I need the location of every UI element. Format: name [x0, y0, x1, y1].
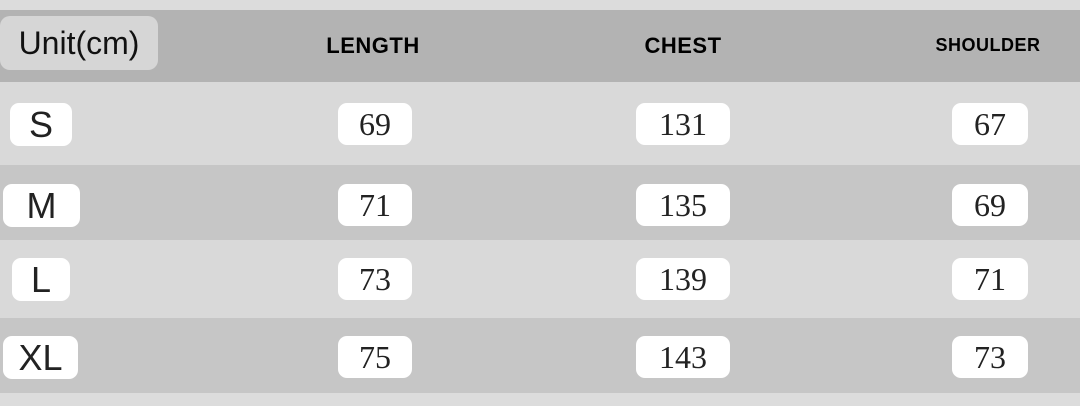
column-header: SHOULDER [935, 35, 1041, 56]
measurement: 73 [952, 336, 1028, 378]
measurement: 131 [636, 103, 730, 145]
measurement: 139 [636, 258, 730, 300]
measurement: 69 [338, 103, 412, 145]
column-header: LENGTH [326, 32, 420, 58]
measurement: 143 [636, 336, 730, 378]
measurement: 71 [338, 184, 412, 226]
unit-label: Unit(cm) [0, 16, 158, 70]
size-label: S [10, 103, 72, 146]
bottom-strip [0, 393, 1080, 406]
header-row [0, 10, 1080, 82]
row-band [0, 82, 1080, 165]
measurement: 71 [952, 258, 1028, 300]
measurement: 69 [952, 184, 1028, 226]
size-label: L [12, 258, 70, 301]
top-strip [0, 0, 1080, 10]
measurement: 73 [338, 258, 412, 300]
column-header: CHEST [644, 32, 722, 58]
size-label: M [3, 184, 80, 227]
row-band [0, 165, 1080, 240]
row-band [0, 240, 1080, 318]
measurement: 67 [952, 103, 1028, 145]
measurement: 75 [338, 336, 412, 378]
measurement: 135 [636, 184, 730, 226]
row-band [0, 318, 1080, 393]
size-label: XL [3, 336, 78, 379]
